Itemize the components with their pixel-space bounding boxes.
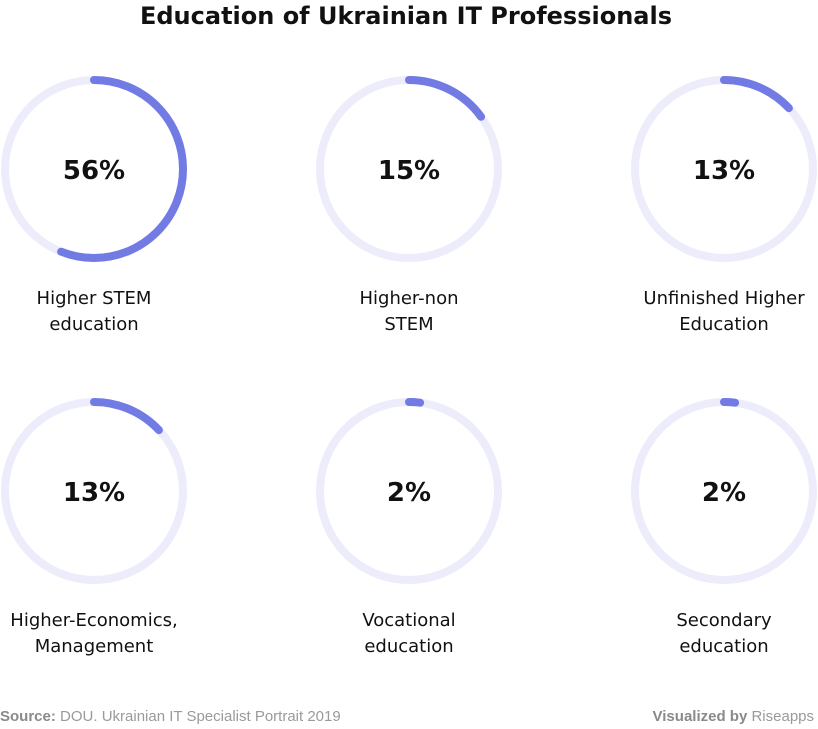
donut-label-line: Higher STEM [36, 288, 152, 309]
donut-label-line: Higher-non [359, 288, 459, 309]
donut-6: 2% [631, 398, 817, 584]
donut-value-arc [631, 76, 817, 262]
donut-value-arc [1, 76, 187, 262]
donut-category-label: Higher-Economics, Management [0, 608, 214, 660]
donut-label-line: Vocational [362, 610, 456, 631]
source-note: Source: DOU. Ukrainian IT Specialist Por… [0, 707, 341, 727]
donut-category-label: Higher STEM education [0, 286, 214, 338]
donut-label-line: education [364, 636, 454, 657]
donut-label-line: Management [34, 636, 154, 657]
donut-label-line: education [679, 636, 769, 657]
source-text: DOU. Ukrainian IT Specialist Portrait 20… [55, 708, 341, 725]
donut-4: 13% [1, 398, 187, 584]
chart-title: Education of Ukrainian IT Professionals [139, 2, 673, 30]
donut-category-label: Higher-non STEM [289, 286, 529, 338]
donut-label-line: Education [679, 314, 769, 335]
credit-text: Riseapps [747, 708, 814, 725]
donut-value-arc [1, 398, 187, 584]
donut-value-label: 2% [387, 478, 431, 508]
donut-label-line: STEM [384, 314, 434, 335]
donut-label-line: Unfinished Higher [643, 288, 805, 309]
donut-label-line: Higher-Economics, [10, 610, 178, 631]
donut-value-label: 13% [693, 156, 755, 186]
credit-note: Visualized by Riseapps [653, 707, 814, 727]
donut-value-label: 13% [63, 478, 125, 508]
donut-category-label: Unfinished Higher Education [604, 286, 818, 338]
donut-value-label: 15% [378, 156, 440, 186]
credit-prefix: Visualized by [652, 708, 748, 725]
donut-2: 15% [316, 76, 502, 262]
donut-1: 56% [1, 76, 187, 262]
donut-label-line: Secondary [676, 610, 772, 631]
donut-value-arc [316, 76, 502, 262]
donut-category-label: Secondary education [604, 608, 818, 660]
donut-value-arc [316, 398, 502, 584]
donut-value-label: 2% [702, 478, 746, 508]
donut-value-label: 56% [63, 156, 125, 186]
donut-label-line: education [49, 314, 139, 335]
donut-5: 2% [316, 398, 502, 584]
donut-3: 13% [631, 76, 817, 262]
source-prefix: Source: [0, 708, 56, 725]
donut-category-label: Vocational education [289, 608, 529, 660]
donut-value-arc [631, 398, 817, 584]
